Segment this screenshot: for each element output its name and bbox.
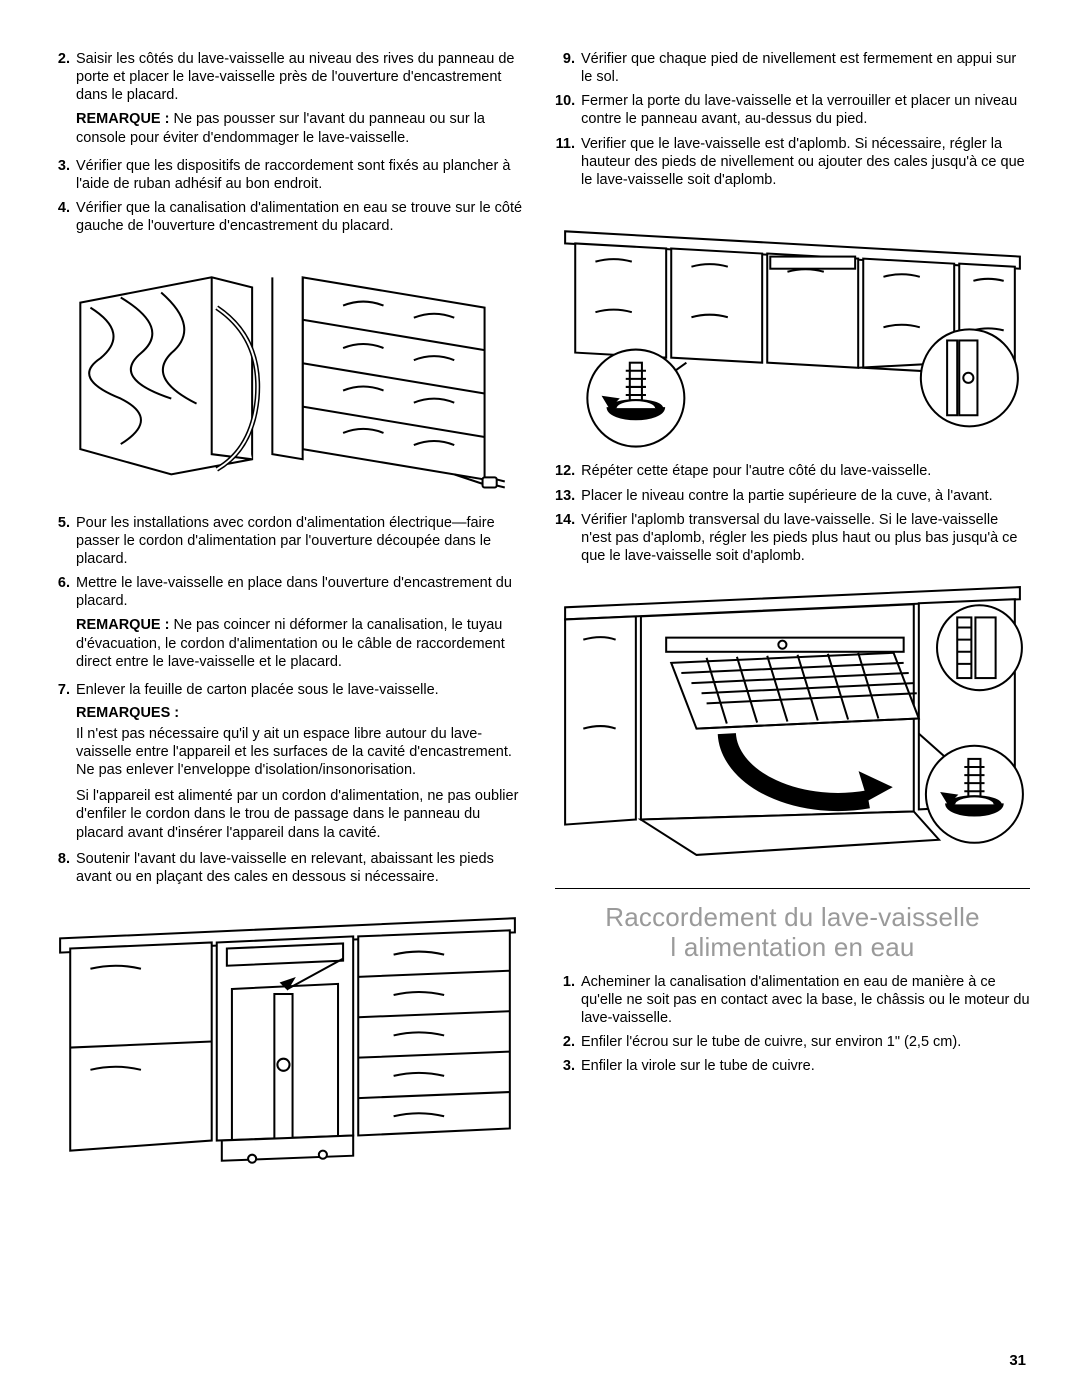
water-step-2: 2. Enfiler l'écrou sur le tube de cuivre… xyxy=(555,1033,1030,1051)
right-list-3: 1. Acheminer la canalisation d'alimentat… xyxy=(555,973,1030,1076)
remarques-p2: Si l'appareil est alimenté par un cordon… xyxy=(76,787,525,841)
step-text: Vérifier l'aplomb transversal du lave-va… xyxy=(581,511,1030,565)
step-num: 3. xyxy=(50,157,76,193)
step-5: 5. Pour les installations avec cordon d'… xyxy=(50,514,525,568)
step-9: 9. Vérifier que chaque pied de nivelleme… xyxy=(555,50,1030,86)
figure-cabinet-run-leveling xyxy=(555,201,1030,449)
step-text: Placer le niveau contre la partie supéri… xyxy=(581,487,1030,505)
step-text: Soutenir l'avant du lave-vaisselle en re… xyxy=(76,850,525,886)
step-7: 7. Enlever la feuille de carton placée s… xyxy=(50,681,525,699)
figure-dishwasher-into-cabinet xyxy=(50,247,525,500)
right-list-2: 12. Répéter cette étape pour l'autre côt… xyxy=(555,462,1030,565)
section-divider xyxy=(555,888,1030,889)
step-num: 3. xyxy=(555,1057,581,1075)
step-text: Enfiler l'écrou sur le tube de cuivre, s… xyxy=(581,1033,1030,1051)
step-num: 10. xyxy=(555,92,581,128)
remarques-heading: REMARQUES : xyxy=(76,705,525,721)
step-13: 13. Placer le niveau contre la partie su… xyxy=(555,487,1030,505)
step-12: 12. Répéter cette étape pour l'autre côt… xyxy=(555,462,1030,480)
step-3: 3. Vérifier que les dispositifs de racco… xyxy=(50,157,525,193)
step-num: 5. xyxy=(50,514,76,568)
step-num: 1. xyxy=(555,973,581,1027)
step-body: Mettre le lave-vaisselle en place dans l… xyxy=(76,575,512,609)
step-note: REMARQUE : Ne pas coincer ni déformer la… xyxy=(76,616,525,670)
step-num: 7. xyxy=(50,681,76,699)
step-num: 14. xyxy=(555,511,581,565)
step-text: Vérifier que chaque pied de nivellement … xyxy=(581,50,1030,86)
figure-1-svg xyxy=(50,247,525,500)
step-8: 8. Soutenir l'avant du lave-vaisselle en… xyxy=(50,850,525,886)
section-title-line1: Raccordement du lave-vaisselle xyxy=(605,902,980,932)
figure-level-against-door xyxy=(50,898,525,1181)
step-text: Pour les installations avec cordon d'ali… xyxy=(76,514,525,568)
page-columns: 2. Saisir les côtés du lave-vaisselle au… xyxy=(50,50,1030,1195)
step-num: 2. xyxy=(555,1033,581,1051)
water-step-1: 1. Acheminer la canalisation d'alimentat… xyxy=(555,973,1030,1027)
step-num: 12. xyxy=(555,462,581,480)
step-num: 2. xyxy=(50,50,76,151)
step-num: 9. xyxy=(555,50,581,86)
step-text: Vérifier que la canalisation d'alimentat… xyxy=(76,199,525,235)
section-title-line2: l alimentation en eau xyxy=(670,932,914,962)
note-label: REMARQUE : xyxy=(76,617,169,633)
step-num: 13. xyxy=(555,487,581,505)
right-list-1: 9. Vérifier que chaque pied de nivelleme… xyxy=(555,50,1030,189)
step-text: Fermer la porte du lave-vaisselle et la … xyxy=(581,92,1030,128)
step-text: Verifier que le lave-vaisselle est d'apl… xyxy=(581,135,1030,189)
right-column: 9. Vérifier que chaque pied de nivelleme… xyxy=(555,50,1030,1195)
step-num: 8. xyxy=(50,850,76,886)
left-list-3: 8. Soutenir l'avant du lave-vaisselle en… xyxy=(50,850,525,886)
step-4: 4. Vérifier que la canalisation d'alimen… xyxy=(50,199,525,235)
step-num: 11. xyxy=(555,135,581,189)
step-body: Saisir les côtés du lave-vaisselle au ni… xyxy=(76,51,514,103)
step-num: 6. xyxy=(50,574,76,675)
step-note: REMARQUE : Ne pas pousser sur l'avant du… xyxy=(76,110,525,146)
figure-3-svg xyxy=(555,201,1030,449)
step-text: Saisir les côtés du lave-vaisselle au ni… xyxy=(76,50,525,151)
step-text: Enfiler la virole sur le tube de cuivre. xyxy=(581,1057,1030,1075)
figure-4-svg xyxy=(555,577,1030,870)
left-list-2: 5. Pour les installations avec cordon d'… xyxy=(50,514,525,699)
step-14: 14. Vérifier l'aplomb transversal du lav… xyxy=(555,511,1030,565)
note-label: REMARQUE : xyxy=(76,111,169,127)
step-text: Enlever la feuille de carton placée sous… xyxy=(76,681,525,699)
left-column: 2. Saisir les côtés du lave-vaisselle au… xyxy=(50,50,525,1195)
step-6: 6. Mettre le lave-vaisselle en place dan… xyxy=(50,574,525,675)
step-text: Répéter cette étape pour l'autre côté du… xyxy=(581,462,1030,480)
step-11: 11. Verifier que le lave-vaisselle est d… xyxy=(555,135,1030,189)
step-text: Acheminer la canalisation d'alimentation… xyxy=(581,973,1030,1027)
section-title: Raccordement du lave-vaisselle l aliment… xyxy=(555,903,1030,963)
remarques-p1: Il n'est pas nécessaire qu'il y ait un e… xyxy=(76,725,525,779)
step-2: 2. Saisir les côtés du lave-vaisselle au… xyxy=(50,50,525,151)
figure-open-rack-level xyxy=(555,577,1030,870)
water-step-3: 3. Enfiler la virole sur le tube de cuiv… xyxy=(555,1057,1030,1075)
step-10: 10. Fermer la porte du lave-vaisselle et… xyxy=(555,92,1030,128)
left-list-1: 2. Saisir les côtés du lave-vaisselle au… xyxy=(50,50,525,235)
figure-2-svg xyxy=(50,898,525,1181)
step-text: Vérifier que les dispositifs de raccorde… xyxy=(76,157,525,193)
step-text: Mettre le lave-vaisselle en place dans l… xyxy=(76,574,525,675)
step-num: 4. xyxy=(50,199,76,235)
page-number: 31 xyxy=(1009,1352,1026,1369)
